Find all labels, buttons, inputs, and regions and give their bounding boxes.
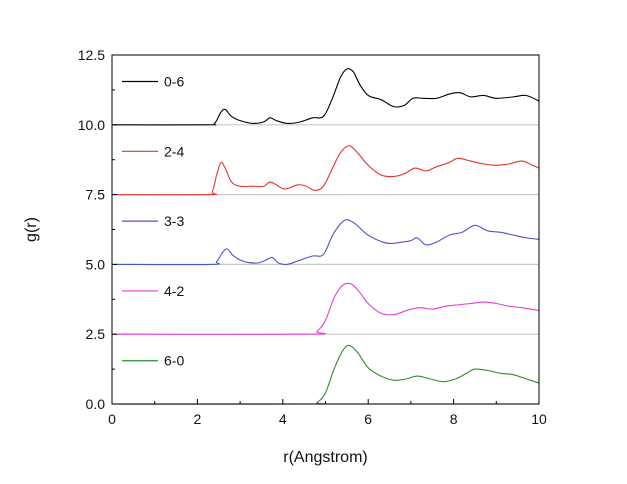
plot-frame (111, 54, 540, 405)
series-line-6-0 (111, 344, 540, 405)
y-tick-label: 5.0 (86, 256, 106, 272)
legend-label: 4-2 (164, 283, 184, 299)
x-tick-label: 4 (279, 411, 287, 427)
x-tick-label: 0 (108, 411, 116, 427)
y-tick-label: 0.0 (86, 396, 106, 412)
y-tick-label: 2.5 (86, 326, 106, 342)
series-line-3-3 (111, 219, 540, 266)
y-tick-label: 10.0 (78, 117, 105, 133)
x-tick-label: 6 (364, 411, 372, 427)
series-line-4-2 (111, 282, 540, 335)
y-tick-label: 12.5 (78, 47, 105, 63)
y-tick-label: 7.5 (86, 187, 106, 203)
x-tick-label: 2 (194, 411, 202, 427)
x-axis-label: r(Angstrom) (283, 449, 367, 466)
x-tick-label: 10 (531, 411, 547, 427)
curves (111, 68, 540, 405)
y-axis-label: g(r) (23, 217, 40, 242)
legend: 0-6 2-4 3-3 4-2 6-0 (122, 74, 184, 369)
x-tick-label: 8 (450, 411, 458, 427)
legend-label: 2-4 (164, 143, 184, 159)
series-line-0-6 (111, 68, 540, 126)
x-axis-ticks: 0 2 4 6 8 10 (108, 399, 547, 427)
legend-label: 6-0 (164, 353, 184, 369)
legend-label: 0-6 (164, 74, 184, 90)
series-line-2-4 (111, 145, 540, 196)
y-axis-ticks: 0.0 2.5 5.0 7.5 10.0 12.5 (78, 47, 117, 412)
legend-label: 3-3 (164, 213, 184, 229)
